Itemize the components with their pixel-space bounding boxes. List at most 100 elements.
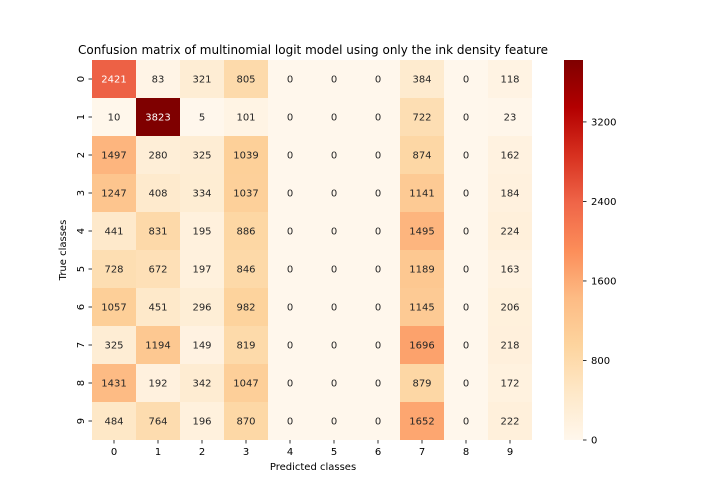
cell-value-label: 0 bbox=[331, 227, 337, 238]
heatmap-cell bbox=[92, 364, 136, 402]
x-tick-label: 9 bbox=[507, 447, 513, 458]
x-tick-label: 1 bbox=[155, 447, 161, 458]
heatmap-cell bbox=[488, 250, 532, 288]
heatmap-cell bbox=[92, 136, 136, 174]
cell-value-label: 870 bbox=[236, 417, 255, 428]
x-tick-label: 4 bbox=[287, 447, 293, 458]
cell-value-label: 149 bbox=[192, 341, 211, 352]
heatmap-cell bbox=[488, 288, 532, 326]
cell-value-label: 1652 bbox=[409, 417, 434, 428]
cell-value-label: 10 bbox=[108, 113, 121, 124]
cell-value-label: 163 bbox=[500, 265, 519, 276]
cell-value-label: 0 bbox=[287, 341, 293, 352]
heatmap-cell bbox=[224, 98, 268, 136]
cell-value-label: 831 bbox=[148, 227, 167, 238]
cell-value-label: 83 bbox=[152, 75, 165, 86]
heatmap-cell bbox=[224, 212, 268, 250]
heatmap-cell bbox=[488, 402, 532, 440]
cell-value-label: 1057 bbox=[101, 303, 126, 314]
heatmap-cell bbox=[180, 212, 224, 250]
cell-value-label: 325 bbox=[192, 151, 211, 162]
heatmap-cell bbox=[136, 326, 180, 364]
cell-value-label: 342 bbox=[192, 379, 211, 390]
cell-value-label: 886 bbox=[236, 227, 255, 238]
cell-value-label: 0 bbox=[287, 379, 293, 390]
cell-value-label: 484 bbox=[104, 417, 123, 428]
cell-value-label: 0 bbox=[375, 417, 381, 428]
cell-value-label: 1047 bbox=[233, 379, 258, 390]
x-tick-label: 6 bbox=[375, 447, 381, 458]
cell-value-label: 0 bbox=[287, 151, 293, 162]
heatmap-cell bbox=[92, 60, 136, 98]
heatmap-cell bbox=[444, 326, 488, 364]
cell-value-label: 334 bbox=[192, 189, 211, 200]
heatmap-cell bbox=[180, 364, 224, 402]
heatmap-cell bbox=[356, 326, 400, 364]
heatmap-cell bbox=[136, 288, 180, 326]
y-tick-label: 3 bbox=[76, 190, 87, 196]
x-tick-label: 0 bbox=[111, 447, 117, 458]
heatmap-cell bbox=[356, 250, 400, 288]
heatmap-cell bbox=[136, 402, 180, 440]
chart-title: Confusion matrix of multinomial logit mo… bbox=[78, 43, 548, 57]
y-tick-label: 8 bbox=[76, 380, 87, 386]
cell-value-label: 1497 bbox=[101, 151, 126, 162]
cell-value-label: 0 bbox=[331, 379, 337, 390]
cell-value-label: 206 bbox=[500, 303, 519, 314]
heatmap-cell bbox=[180, 136, 224, 174]
heatmap-cell bbox=[92, 326, 136, 364]
cell-value-label: 1194 bbox=[145, 341, 170, 352]
x-tick-label: 3 bbox=[243, 447, 249, 458]
colorbar-tick-label: 1600 bbox=[591, 276, 616, 287]
heatmap-cell bbox=[224, 364, 268, 402]
y-tick-label: 9 bbox=[76, 418, 87, 424]
heatmap-cell bbox=[268, 288, 312, 326]
cell-value-label: 0 bbox=[287, 265, 293, 276]
cell-value-label: 672 bbox=[148, 265, 167, 276]
cell-value-label: 1039 bbox=[233, 151, 258, 162]
heatmap-cell bbox=[312, 326, 356, 364]
heatmap-cell bbox=[136, 364, 180, 402]
cell-value-label: 451 bbox=[148, 303, 167, 314]
heatmap-cell bbox=[400, 288, 444, 326]
heatmap-cell bbox=[488, 212, 532, 250]
cell-value-label: 0 bbox=[375, 265, 381, 276]
cell-value-label: 722 bbox=[412, 113, 431, 124]
heatmap-cell bbox=[356, 98, 400, 136]
y-tick-label: 0 bbox=[76, 76, 87, 82]
cell-value-label: 2421 bbox=[101, 75, 126, 86]
y-tick-label: 7 bbox=[76, 342, 87, 348]
heatmap-cell bbox=[400, 402, 444, 440]
heatmap-cell bbox=[268, 98, 312, 136]
cell-value-label: 728 bbox=[104, 265, 123, 276]
cell-value-label: 982 bbox=[236, 303, 255, 314]
heatmap-cell bbox=[400, 98, 444, 136]
heatmap-cell bbox=[488, 98, 532, 136]
heatmap-cell bbox=[224, 288, 268, 326]
heatmap-cell bbox=[400, 174, 444, 212]
heatmap-cell bbox=[180, 326, 224, 364]
y-tick-label: 2 bbox=[76, 152, 87, 158]
heatmap-cell bbox=[92, 288, 136, 326]
cell-value-label: 0 bbox=[287, 113, 293, 124]
cell-value-label: 0 bbox=[463, 265, 469, 276]
heatmap-cell bbox=[312, 212, 356, 250]
cell-value-label: 192 bbox=[148, 379, 167, 390]
heatmap-cell bbox=[268, 60, 312, 98]
heatmap-cell bbox=[400, 60, 444, 98]
heatmap-cell bbox=[180, 174, 224, 212]
heatmap-cell bbox=[136, 174, 180, 212]
cell-value-label: 1141 bbox=[409, 189, 434, 200]
cell-value-label: 325 bbox=[104, 341, 123, 352]
cell-value-label: 1189 bbox=[409, 265, 434, 276]
cell-value-label: 196 bbox=[192, 417, 211, 428]
cell-value-label: 0 bbox=[375, 341, 381, 352]
colorbar-ticks: 0 800 1600 2400 3200 bbox=[583, 117, 616, 447]
heatmap-cell bbox=[136, 250, 180, 288]
heatmap-cell bbox=[268, 364, 312, 402]
heatmap-cell bbox=[400, 250, 444, 288]
cell-value-label: 0 bbox=[331, 265, 337, 276]
y-axis-label: True classes bbox=[58, 220, 69, 282]
cell-value-label: 0 bbox=[331, 303, 337, 314]
x-tick-label: 2 bbox=[199, 447, 205, 458]
